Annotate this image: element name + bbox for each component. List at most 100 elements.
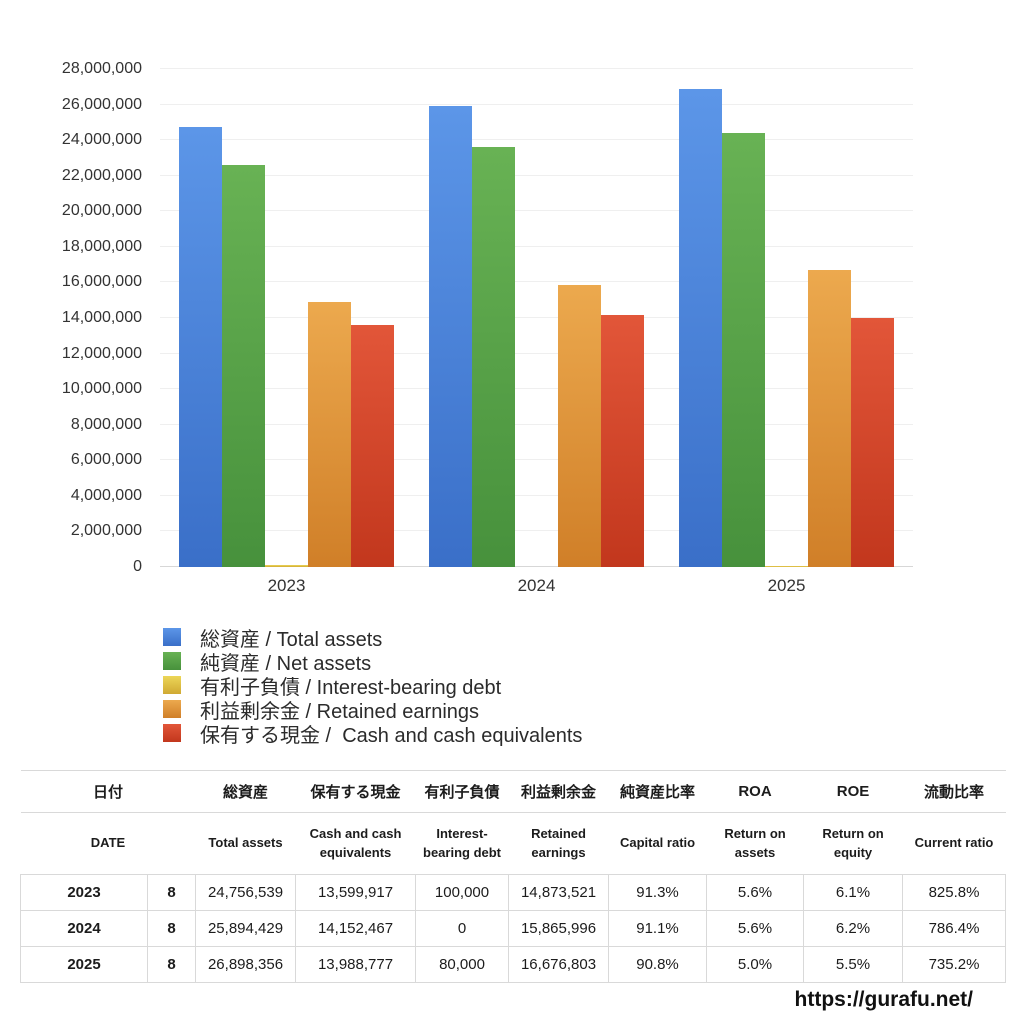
column-header: 日付 — [20, 770, 196, 813]
value-cell: 735.2% — [902, 946, 1007, 983]
gridline — [160, 352, 913, 354]
y-tick-label: 6,000,000 — [70, 451, 142, 469]
column-header: Cash and cash equivalents — [295, 812, 416, 875]
value-cell: 26,898,356 — [195, 946, 297, 983]
gridline — [160, 494, 913, 496]
legend-swatch-icon — [163, 628, 181, 646]
plot-area — [160, 68, 913, 567]
table-body: 2023 8 24,756,539 13,599,917 100,000 14,873,5… — [20, 874, 1007, 983]
month-cell: 8 — [146, 910, 197, 947]
x-axis-line — [160, 566, 913, 567]
gridline — [160, 530, 913, 532]
bar-series-3-year-2024 — [558, 285, 601, 567]
y-tick-label: 10,000,000 — [61, 380, 142, 398]
x-tick-label: 2024 — [517, 576, 556, 595]
value-cell: 825.8% — [902, 874, 1007, 911]
legend-item-3: 利益剰余金 / Retained earnings — [163, 697, 582, 723]
value-cell: 80,000 — [415, 946, 510, 983]
month-cell: 8 — [146, 874, 197, 911]
bar-series-1-year-2023 — [222, 165, 265, 567]
value-cell: 0 — [415, 910, 510, 947]
legend-label: 総資産 / Total assets — [200, 628, 383, 651]
value-cell: 13,988,777 — [295, 946, 417, 983]
gridline — [160, 68, 913, 69]
gridline — [160, 388, 913, 390]
column-header: ROA — [706, 770, 804, 813]
y-axis-labels: 0 2,000,000 4,000,000 6,000,000 8,000,000 10,… — [0, 60, 150, 575]
column-header: Capital ratio — [608, 812, 707, 875]
y-tick-label: 24,000,000 — [61, 131, 142, 149]
gridline — [160, 281, 913, 283]
bar-series-3-year-2023 — [308, 302, 351, 567]
gridline — [160, 210, 913, 212]
x-tick-label: 2025 — [767, 576, 806, 595]
value-cell: 15,865,996 — [508, 910, 610, 947]
gridline — [160, 459, 913, 461]
column-header: Return on assets — [706, 812, 804, 875]
column-header: 流動比率 — [902, 770, 1006, 813]
y-tick-label: 14,000,000 — [61, 309, 142, 326]
value-cell: 5.6% — [706, 874, 805, 911]
value-cell: 91.1% — [608, 910, 708, 947]
gridline — [160, 245, 913, 247]
y-tick-label: 22,000,000 — [61, 166, 142, 184]
value-cell: 24,756,539 — [195, 874, 297, 911]
value-cell: 5.6% — [706, 910, 805, 947]
financial-table: 日付 総資産 保有する現金 有利子負債 利益剰余金 純資産比率 ROA ROE 流動比率 DAT… — [20, 770, 1007, 983]
bar-series-0-year-2024 — [429, 106, 472, 567]
y-tick-label: 20,000,000 — [61, 202, 142, 220]
value-cell: 91.3% — [608, 874, 708, 911]
year-cell: 2025 — [20, 946, 148, 983]
gridline — [160, 317, 913, 318]
table-header-row-en: DATE Total assets Cash and cash equivalent… — [20, 812, 1006, 875]
legend-swatch-icon — [163, 724, 181, 742]
x-tick-label: 2023 — [267, 576, 306, 595]
column-header: Current ratio — [902, 812, 1006, 875]
value-cell: 13,599,917 — [295, 874, 417, 911]
legend-label: 利益剰余金 / Retained earnings — [200, 700, 480, 723]
bar-series-1-year-2025 — [722, 133, 765, 567]
column-header: DATE — [20, 812, 196, 875]
table-header-row-ja: 日付 総資産 保有する現金 有利子負債 利益剰余金 純資産比率 ROA ROE 流動比率 — [20, 770, 1006, 813]
month-cell: 8 — [146, 946, 197, 983]
bar-series-3-year-2025 — [808, 270, 851, 567]
value-cell: 14,152,467 — [295, 910, 417, 947]
table-row: 2025 8 26,898,356 13,988,777 80,000 16,676,80… — [20, 946, 1007, 983]
value-cell: 5.0% — [706, 946, 805, 983]
value-cell: 14,873,521 — [508, 874, 610, 911]
y-tick-label: 28,000,000 — [61, 60, 142, 77]
value-cell: 6.1% — [803, 874, 904, 911]
y-tick-label: 16,000,000 — [61, 273, 142, 291]
column-header: Return on equity — [803, 812, 903, 875]
legend-swatch-icon — [163, 652, 181, 670]
value-cell: 25,894,429 — [195, 910, 297, 947]
bar-series-4-year-2023 — [351, 325, 394, 567]
legend-item-4: 保有する現金 / Cash and cash equivalents — [163, 721, 582, 747]
bar-series-4-year-2025 — [851, 318, 894, 567]
y-tick-label: 26,000,000 — [61, 95, 142, 113]
gridline — [160, 139, 913, 141]
gridline — [160, 423, 913, 425]
table-header: 日付 総資産 保有する現金 有利子負債 利益剰余金 純資産比率 ROA ROE 流動比率 DAT… — [20, 770, 1006, 875]
y-tick-label: 4,000,000 — [70, 486, 142, 504]
table-row: 2023 8 24,756,539 13,599,917 100,000 14,873,5… — [20, 874, 1007, 911]
column-header: Interest-bearing debt — [415, 812, 509, 875]
column-header: 利益剰余金 — [508, 770, 609, 813]
gridline — [160, 174, 913, 176]
y-tick-label: 2,000,000 — [70, 522, 142, 540]
column-header: Total assets — [195, 812, 296, 875]
column-header: Retained earnings — [508, 812, 609, 875]
value-cell: 5.5% — [803, 946, 904, 983]
y-tick-label: 18,000,000 — [61, 237, 142, 255]
legend-item-0: 総資産 / Total assets — [163, 625, 582, 651]
site-url: https://gurafu.net/ — [794, 988, 973, 1011]
legend-item-2: 有利子負債 / Interest-bearing debt — [163, 673, 582, 699]
legend-item-1: 純資産 / Net assets — [163, 649, 582, 675]
y-tick-label: 8,000,000 — [70, 415, 142, 433]
year-cell: 2024 — [20, 910, 148, 947]
legend-label: 純資産 / Net assets — [200, 652, 372, 675]
bar-series-2-year-2023 — [265, 565, 308, 567]
gridline — [160, 103, 913, 105]
column-header: 純資産比率 — [608, 770, 707, 813]
